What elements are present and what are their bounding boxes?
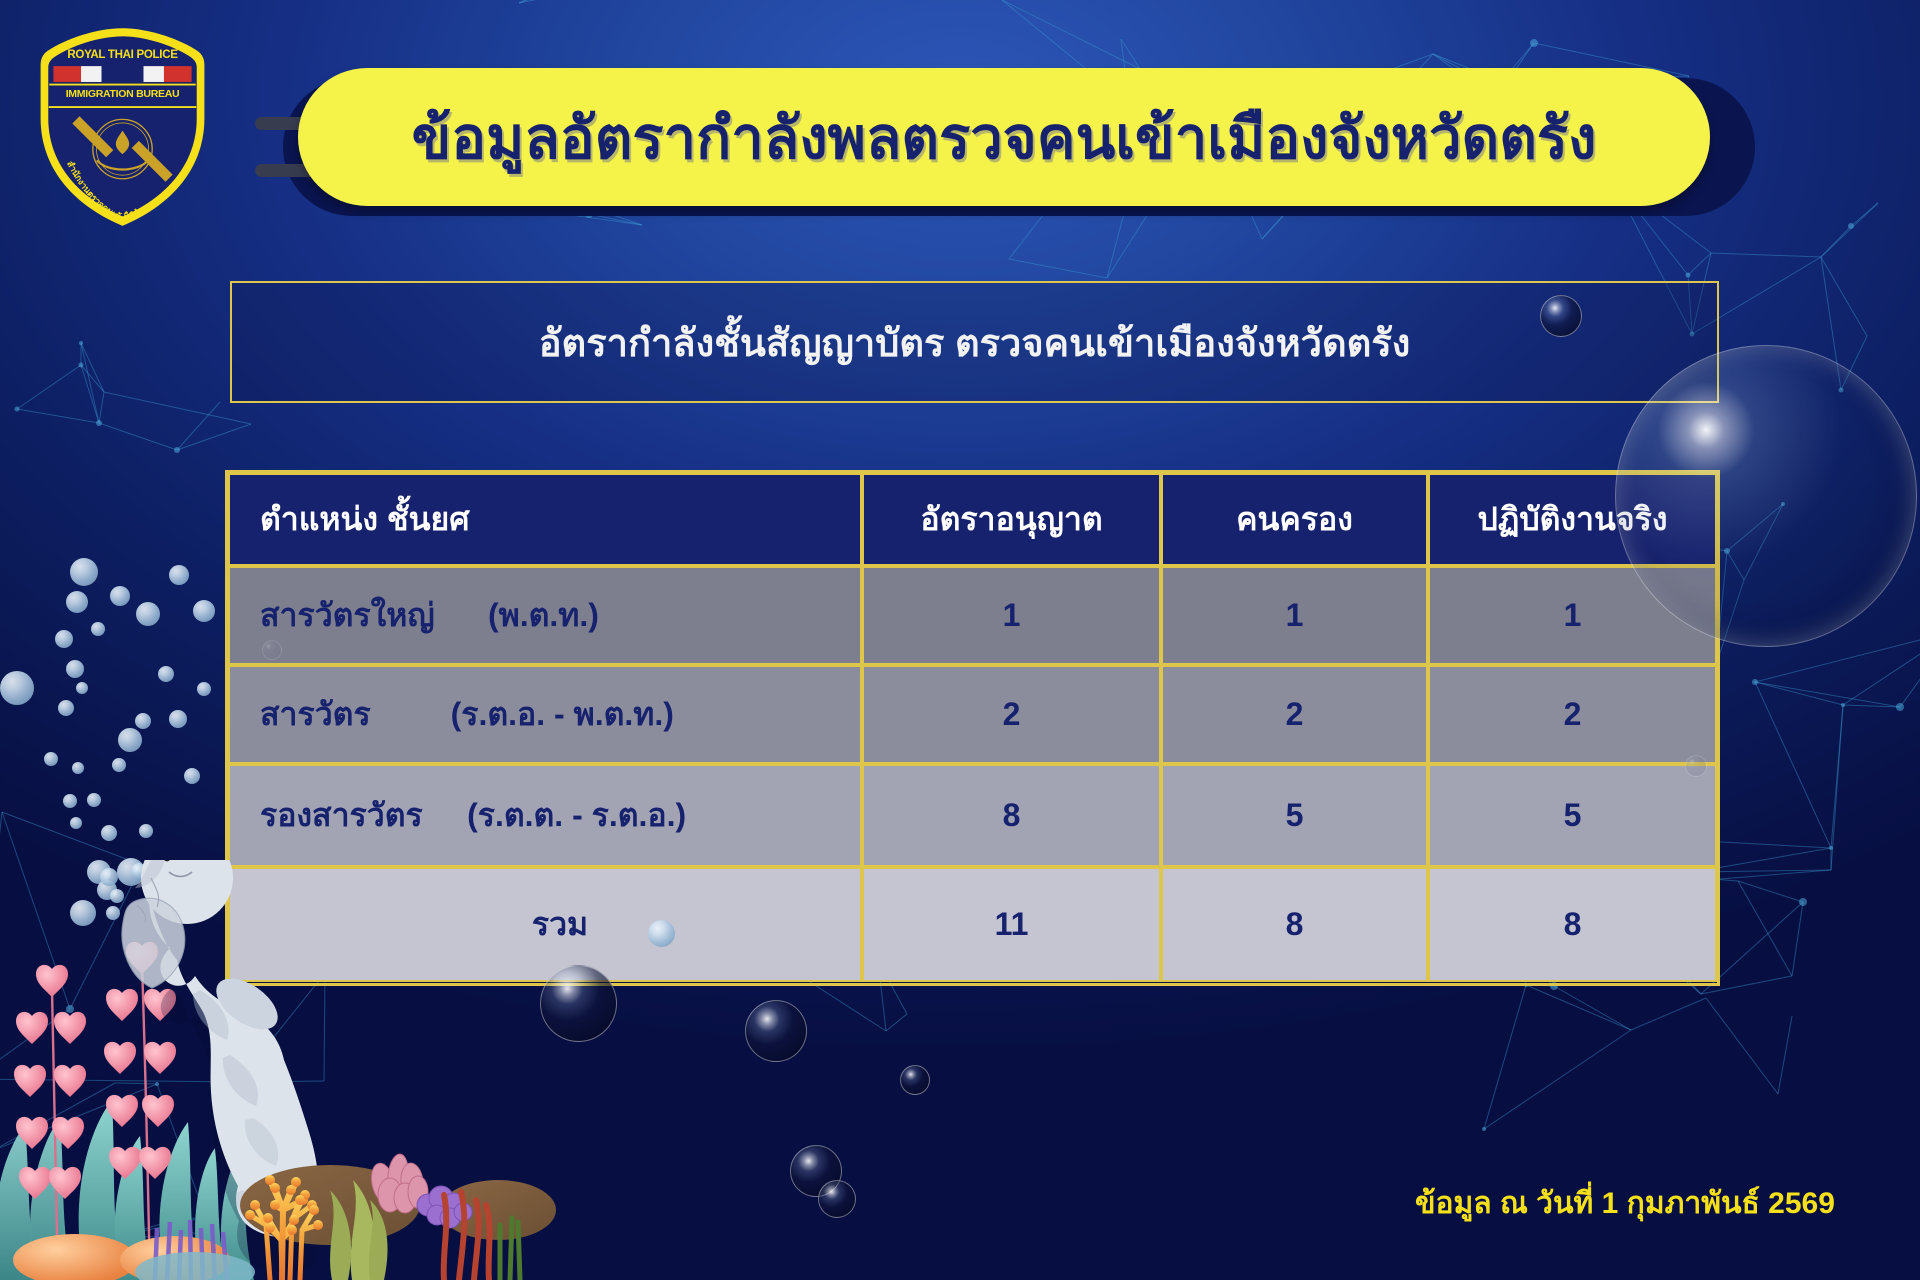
svg-text:IMMIGRATION BUREAU: IMMIGRATION BUREAU (66, 88, 180, 100)
svg-text:ROYAL THAI POLICE: ROYAL THAI POLICE (67, 49, 178, 61)
